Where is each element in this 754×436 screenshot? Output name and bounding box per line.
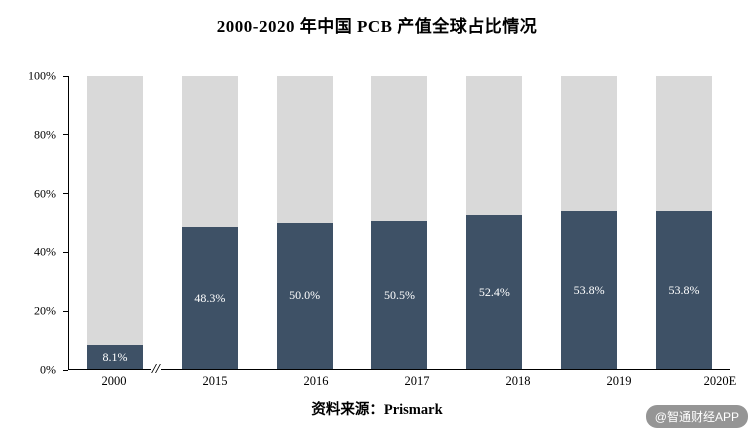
x-tick-label-2019: 2019 [606, 374, 632, 388]
bar-segment-value-2020E: 53.8% [655, 211, 712, 369]
bar-data-label-2020E: 53.8% [668, 282, 700, 297]
bar-data-label-2015: 48.3% [194, 290, 226, 305]
y-tick-mark-100 [63, 75, 68, 77]
y-tick-label-80: 80% [34, 127, 56, 142]
bar-segment-rest-2020E [655, 76, 712, 212]
bar-2000: 8.1% [87, 76, 143, 369]
bar-segment-value-2019: 53.8% [561, 211, 618, 369]
axis-break-mark: // [151, 361, 161, 378]
plot-area: 8.1% 48.3% 50.0% 50.5% 52.4% 53.8% 53.8% // [68, 76, 730, 378]
bar-segment-rest-2016 [276, 76, 333, 223]
bar-segment-rest-2000 [87, 76, 143, 346]
bar-2016: 50.0% [276, 76, 333, 369]
y-tick-label-60: 60% [34, 186, 56, 201]
x-tick-label-2020E: 2020E [703, 374, 737, 388]
bar-2019: 53.8% [561, 76, 618, 369]
x-tick-label-2018: 2018 [505, 374, 531, 388]
watermark-badge: @智通财经APP [645, 405, 748, 428]
x-tick-label-2000: 2000 [101, 374, 127, 388]
bar-segment-rest-2017 [371, 76, 428, 222]
y-tick-label-40: 40% [34, 244, 56, 259]
bar-segment-value-2016: 50.0% [276, 222, 333, 369]
bar-segment-value-2015: 48.3% [181, 227, 238, 369]
x-tick-label-2017: 2017 [404, 374, 430, 388]
bar-segment-rest-2018 [466, 76, 523, 216]
y-tick-mark-80 [63, 134, 68, 136]
bar-segment-value-2017: 50.5% [371, 221, 428, 369]
y-tick-mark-60 [63, 193, 68, 195]
y-tick-label-100: 100% [28, 68, 56, 83]
bar-data-label-2017: 50.5% [383, 287, 415, 302]
bar-segment-value-2000: 8.1% [87, 345, 143, 369]
bar-2015: 48.3% [181, 76, 238, 369]
bar-segment-value-2018: 52.4% [466, 215, 523, 369]
bar-segment-rest-2015 [181, 76, 238, 228]
bar-segment-rest-2019 [561, 76, 618, 212]
bar-2018: 52.4% [466, 76, 523, 369]
x-axis-labels: 2000 2015 2016 2017 2018 2019 2020E [68, 374, 754, 389]
y-tick-mark-20 [63, 310, 68, 312]
x-tick-label-2015: 2015 [202, 374, 228, 388]
bar-2017: 50.5% [371, 76, 428, 369]
y-axis: 0% 20% 40% 60% 80% 100% [0, 69, 68, 377]
y-tick-label-20: 20% [34, 303, 56, 318]
source-caption: 资料来源：Prismark [311, 402, 443, 418]
x-tick-label-2016: 2016 [303, 374, 329, 388]
bar-data-label-2018: 52.4% [478, 284, 510, 299]
chart-title: 2000-2020 年中国 PCB 产值全球占比情况 [216, 17, 538, 36]
bar-data-label-2016: 50.0% [289, 288, 321, 303]
y-tick-label-0: 0% [40, 362, 56, 377]
bar-data-label-2019: 53.8% [573, 282, 605, 297]
y-tick-mark-0 [63, 369, 68, 371]
bar-2020E: 53.8% [655, 76, 712, 369]
bars: 8.1% 48.3% 50.0% 50.5% 52.4% 53.8% 53.8% [69, 76, 730, 369]
y-tick-mark-40 [63, 251, 68, 253]
bar-data-label-2000: 8.1% [102, 349, 128, 364]
